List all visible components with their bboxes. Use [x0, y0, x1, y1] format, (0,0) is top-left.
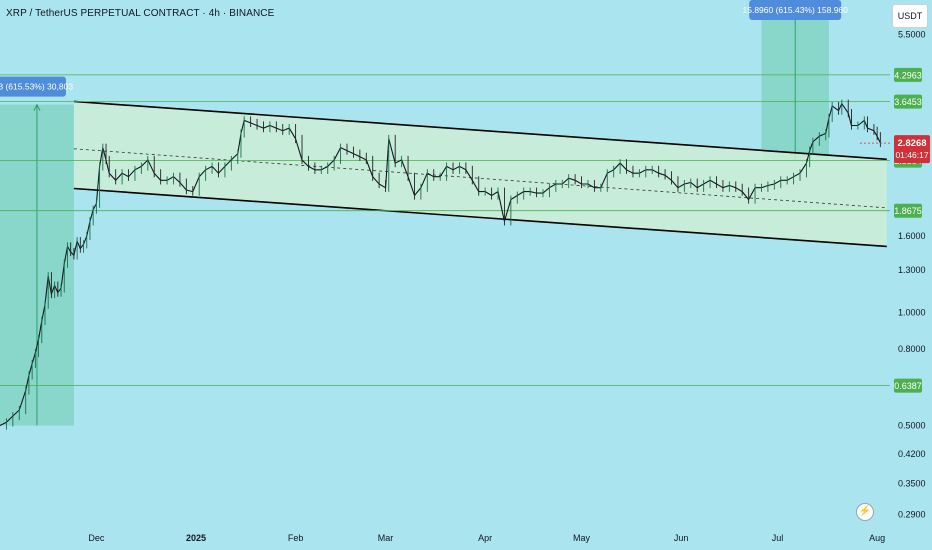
price-tick-label: 0.8000 [898, 344, 926, 354]
price-tick-label: 1.3000 [898, 265, 926, 275]
time-tick-label: 2025 [186, 533, 206, 543]
time-axis[interactable]: Dec 2025 Feb Mar Apr May Jun Jul Aug [88, 533, 885, 543]
price-tick-label: 1.0000 [898, 308, 926, 318]
channel [73, 100, 887, 248]
level-label: 3.6453 [894, 97, 922, 107]
level-label-box [894, 378, 922, 393]
channel-lower-line [73, 187, 887, 248]
measure-label-box [0, 76, 66, 97]
lightning-icon[interactable]: ⚡ [856, 503, 874, 521]
current-price-label: 2.8268 [897, 138, 926, 149]
level-label-box [894, 203, 922, 218]
price-tick-label: 0.5000 [898, 421, 926, 431]
level-label: 1.8675 [894, 206, 922, 216]
time-tick-label: May [573, 533, 591, 543]
chart-title: XRP / TetherUS PERPETUAL CONTRACT · 4h ·… [6, 8, 275, 19]
currency-button[interactable]: USDT [892, 4, 928, 28]
measure-label-box [749, 0, 842, 20]
time-tick-label: Mar [378, 533, 394, 543]
price-axis[interactable]: 5.5000 1.6000 1.3000 1.0000 0.8000 0.5000 0.42… [860, 30, 930, 520]
price-tick-label: 1.6000 [898, 231, 926, 241]
price-tick-label: 0.3500 [898, 479, 926, 489]
time-tick-label: Feb [288, 533, 304, 543]
level-label: 4.2963 [894, 70, 922, 80]
channel-fill [73, 101, 887, 247]
current-price-box [894, 135, 930, 164]
measure-zones: 803 (615.53%) 30,803 15.8960 (615.43%) 15… [0, 0, 848, 426]
time-tick-label: Apr [478, 533, 492, 543]
time-tick-label: Aug [869, 533, 885, 543]
channel-middle-line [73, 148, 887, 209]
level-label-box [894, 94, 922, 109]
time-tick-label: Dec [88, 533, 105, 543]
measure-label: 15.8960 (615.43%) 158.960 [743, 5, 849, 15]
measure-label: 803 (615.53%) 30,803 [0, 82, 73, 92]
time-tick-label: Jul [772, 533, 784, 543]
time-tick-label: Jun [674, 533, 689, 543]
price-tick-label: 0.2900 [898, 509, 926, 519]
price-tick-label: 5.5000 [898, 30, 926, 40]
level-label-box [894, 67, 922, 82]
level-label: 0.6387 [894, 381, 922, 391]
channel-upper-line [73, 100, 887, 161]
measure-arrow-head [33, 103, 41, 111]
price-tick-label: 0.4200 [898, 449, 926, 459]
countdown-label: 01:46:17 [895, 150, 928, 160]
price-series [0, 99, 881, 430]
